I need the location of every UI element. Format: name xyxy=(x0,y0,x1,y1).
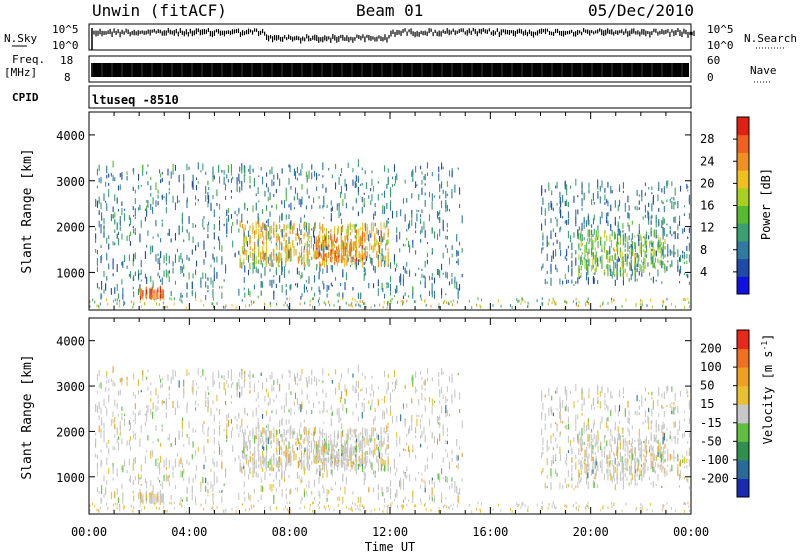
power-colorbar-label: 20 xyxy=(700,176,714,190)
beam-title: Beam 01 xyxy=(356,1,423,20)
nave-tick-top: 60 xyxy=(707,54,720,67)
nsearch-tick-top: 10^5 xyxy=(707,23,734,36)
power-colorbar-swatch xyxy=(737,240,749,260)
cpid-label: CPID xyxy=(12,91,39,104)
power-colorbar-swatch xyxy=(737,117,749,136)
cpid-value: ltuseq -8510 xyxy=(92,93,179,107)
power-colorbar-swatch xyxy=(737,134,749,153)
freq-data-block xyxy=(91,63,689,77)
power-colorbar-swatch xyxy=(737,170,749,189)
freq-unit-label: [MHz] xyxy=(4,66,37,79)
nsearch-label: N.Search xyxy=(744,32,797,45)
cpid-panel xyxy=(88,85,692,109)
nsky-panel xyxy=(88,23,692,51)
power-colorbar-label: 16 xyxy=(700,199,714,213)
freq-data-ticks xyxy=(91,63,683,77)
power-colorbar-swatch xyxy=(737,152,749,171)
power-ytick-label: 3000 xyxy=(56,175,85,189)
power-colorbar-label: Power [dB] xyxy=(759,168,773,240)
velocity-echoes xyxy=(89,364,690,514)
power-ylabel: Slant Range [km] xyxy=(20,148,35,273)
nsky-tick-top: 10^5 xyxy=(52,23,79,36)
power-echoes xyxy=(89,159,690,310)
power-ytick-label: 1000 xyxy=(56,266,85,280)
date-title: 05/Dec/2010 xyxy=(588,1,694,20)
power-y-axis: 1000 2000 3000 4000 xyxy=(56,129,691,280)
nsky-data-trace xyxy=(91,28,695,50)
power-colorbar: 4 8 12 16 20 24 28 xyxy=(700,116,750,295)
power-ytick-label: 2000 xyxy=(56,221,85,235)
nsearch-tick-bottom: 10^0 xyxy=(707,39,734,52)
power-ytick-label: 4000 xyxy=(56,129,85,143)
freq-tick-top: 18 xyxy=(60,54,73,67)
power-colorbar-swatch xyxy=(737,223,749,242)
power-colorbar-label: 24 xyxy=(700,154,714,168)
power-colorbar-swatch xyxy=(737,258,749,277)
freq-tick-bottom: 8 xyxy=(64,71,71,84)
power-colorbar-label: 4 xyxy=(700,265,707,279)
power-colorbar-swatch xyxy=(737,187,749,206)
freq-panel xyxy=(88,55,692,83)
nsky-label: N.Sky xyxy=(4,32,37,45)
power-x-ticks xyxy=(88,112,692,310)
nave-label: Nave xyxy=(750,64,777,77)
power-colorbar-label: 28 xyxy=(700,132,714,146)
freq-label: Freq. xyxy=(12,53,45,66)
nsky-tick-bottom: 10^0 xyxy=(52,39,79,52)
power-colorbar-swatch xyxy=(737,205,749,224)
nave-tick-bottom: 0 xyxy=(707,71,714,84)
power-colorbar-label: 8 xyxy=(700,243,707,257)
station-title: Unwin (fitACF) xyxy=(92,1,227,20)
power-colorbar-label: 12 xyxy=(700,221,714,235)
power-colorbar-swatch xyxy=(737,276,749,295)
